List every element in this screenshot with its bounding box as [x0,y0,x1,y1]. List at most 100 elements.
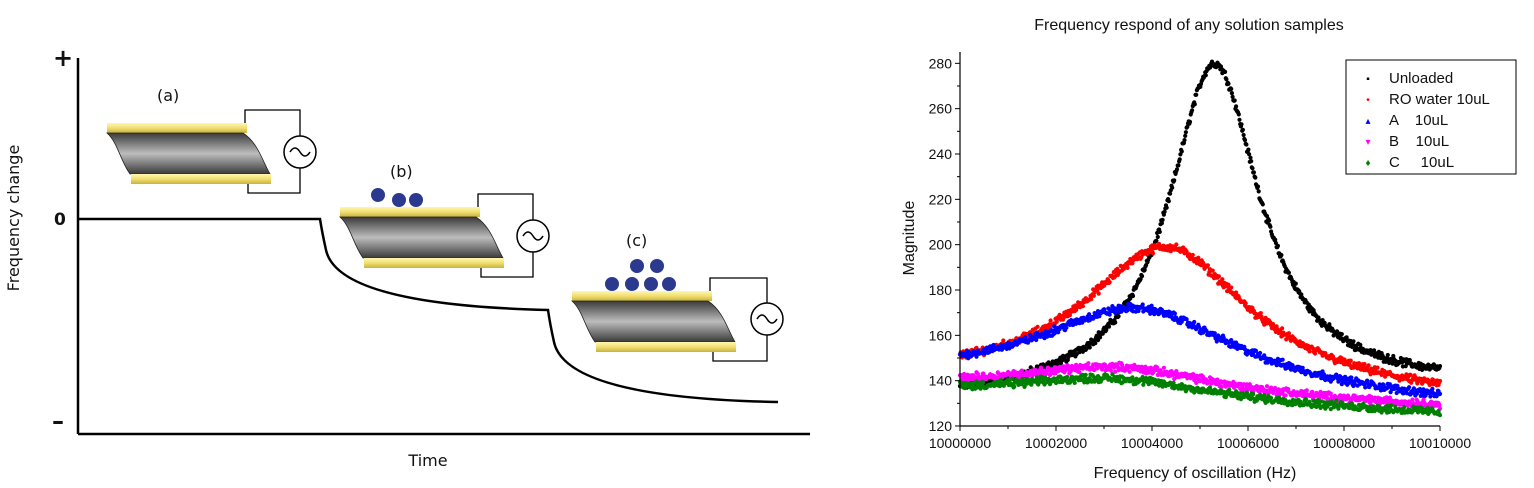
data-point [1159,221,1164,226]
data-point [1012,384,1017,389]
zero-label: 0 [54,210,66,230]
data-point [1269,395,1274,401]
data-point [1029,382,1034,387]
data-point [1183,133,1188,138]
data-point [1375,365,1380,370]
data-point [991,342,996,348]
data-point [1162,209,1167,214]
data-point [1229,91,1234,96]
data-point [1234,290,1239,295]
legend-marker: ♦ [1365,158,1370,169]
data-point [1077,370,1082,375]
y-tick-label: 200 [929,237,953,253]
data-point [1372,395,1377,400]
data-point [1142,267,1147,273]
data-point [1192,319,1197,325]
data-point [1339,332,1344,337]
data-point [1389,403,1394,408]
data-point [1083,372,1088,377]
stage-label-a: (a) [157,86,179,105]
chart-y-axis-label: Magnitude [901,201,918,276]
mass-particle [392,193,406,207]
mass-particle [662,277,676,291]
data-point [1226,81,1231,86]
legend-label: Unloaded [1389,70,1453,87]
data-point [1168,191,1173,196]
data-point [1113,320,1118,325]
data-point [962,371,967,377]
data-point [1268,224,1273,229]
data-point [1164,205,1169,210]
x-tick-label: 10000000 [929,435,992,451]
data-point [981,380,986,385]
data-point [1258,311,1263,316]
data-point [1183,130,1188,135]
plus-label: + [53,44,73,72]
y-tick-label: 140 [929,373,953,389]
data-point [1052,324,1057,329]
crystal-stage-a: (a) [105,86,317,194]
data-point [1244,390,1250,395]
x-tick-label: 10010000 [1409,435,1472,451]
data-point [1220,277,1225,282]
data-point [1190,252,1195,258]
data-point [1230,94,1235,99]
data-point [1106,324,1112,329]
data-point [1093,341,1098,346]
data-point [1212,331,1217,336]
data-point [1226,282,1231,287]
data-point [1177,157,1182,162]
x-tick-label: 10006000 [1217,435,1280,451]
data-point [1262,393,1267,398]
data-point [1384,395,1389,400]
data-point [1166,199,1171,204]
data-point [1407,358,1412,363]
data-point [1280,326,1285,331]
data-point [1304,388,1309,393]
legend-marker: • [1366,95,1370,106]
x-tick-label: 10004000 [1121,435,1184,451]
data-point [1286,331,1291,336]
data-point [1385,352,1390,358]
data-point [1274,324,1279,329]
data-point [1190,108,1195,113]
diagram-y-axis-label: Frequency change [4,145,23,292]
data-point [1223,69,1228,74]
data-point [1210,268,1215,273]
data-point [1141,382,1146,387]
data-points-layer [957,59,1443,418]
mass-particle [371,188,385,202]
data-point [1019,368,1024,373]
legend-marker: ▾ [1365,137,1370,148]
data-point [1035,324,1040,329]
crystal-stage-c: (c) [570,231,784,362]
chart-title: Frequency respond of any solution sample… [1034,17,1344,34]
data-point [1172,178,1177,183]
data-point [1407,385,1412,390]
data-point [1410,397,1415,402]
data-point [1372,348,1377,353]
data-point [1260,202,1265,207]
data-point [1266,218,1272,223]
data-point [1264,384,1270,389]
data-point [1310,389,1315,394]
data-point [1161,365,1166,370]
data-point [1170,185,1175,190]
data-point [1304,397,1309,402]
data-point [1243,301,1248,306]
data-point [1437,413,1443,418]
data-point [1334,398,1339,403]
data-point [1157,229,1162,234]
data-point [1089,297,1094,302]
data-point [1241,132,1246,138]
data-point [1387,382,1392,387]
data-point [1229,285,1234,290]
data-point [1080,304,1085,309]
series-3 [957,360,1443,411]
data-point [1251,392,1256,397]
data-point [1437,364,1443,369]
data-point [1107,312,1112,317]
data-point [1174,242,1179,247]
data-point [1117,377,1122,383]
data-point [1139,274,1145,279]
